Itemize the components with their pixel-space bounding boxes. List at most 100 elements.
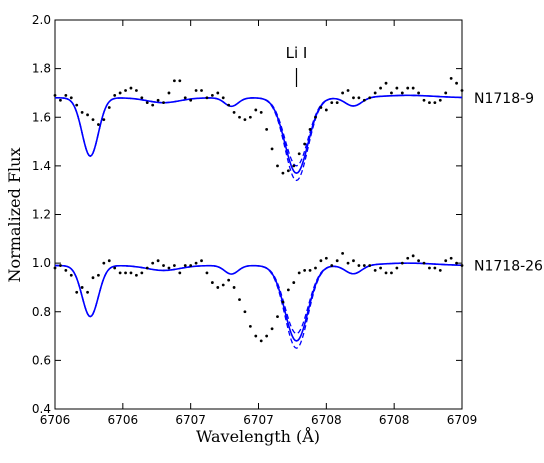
data-point xyxy=(102,261,106,265)
data-point xyxy=(390,271,393,275)
data-point xyxy=(205,96,209,100)
data-point xyxy=(395,86,399,90)
data-point xyxy=(232,110,236,114)
data-point xyxy=(64,93,68,97)
data-point xyxy=(346,89,350,92)
data-point xyxy=(384,271,388,275)
data-point xyxy=(248,324,252,328)
plot-frame xyxy=(54,19,463,410)
x-tick-label: 6708 xyxy=(379,413,410,427)
data-point xyxy=(135,89,138,92)
data-point xyxy=(449,256,453,260)
data-point xyxy=(400,261,404,265)
data-point xyxy=(428,101,431,105)
data-point xyxy=(368,264,372,267)
data-point xyxy=(379,86,382,90)
data-point xyxy=(113,266,117,270)
data-point xyxy=(379,266,382,270)
data-point xyxy=(167,266,171,270)
data-point xyxy=(97,123,100,126)
data-point xyxy=(308,128,312,131)
data-point xyxy=(178,79,182,83)
data-point xyxy=(172,79,176,83)
series-layer xyxy=(53,76,464,349)
data-point xyxy=(400,91,404,95)
data-point xyxy=(324,108,328,112)
model-alt-line-0-1 xyxy=(54,94,463,182)
data-point xyxy=(357,96,361,100)
data-point xyxy=(75,103,79,107)
data-point xyxy=(238,298,241,301)
data-point xyxy=(221,96,225,100)
data-point xyxy=(118,91,122,95)
data-point xyxy=(156,259,160,263)
model-line-1 xyxy=(55,262,463,342)
data-point xyxy=(86,290,89,294)
data-point xyxy=(406,256,410,260)
data-point xyxy=(308,269,312,272)
data-point xyxy=(259,339,263,343)
data-point xyxy=(433,266,437,270)
data-point xyxy=(129,86,133,90)
data-point xyxy=(438,98,442,102)
data-point xyxy=(254,334,258,338)
data-point xyxy=(232,286,236,289)
data-point xyxy=(91,276,95,280)
data-point xyxy=(417,259,420,263)
data-point xyxy=(438,269,442,272)
y-tick-label: 1.2 xyxy=(32,208,51,222)
data-point xyxy=(75,290,79,294)
data-point xyxy=(200,89,203,92)
data-point xyxy=(449,76,453,80)
data-point xyxy=(444,91,448,95)
data-point xyxy=(362,98,366,102)
data-point xyxy=(210,281,214,284)
data-point xyxy=(411,254,415,258)
data-point xyxy=(248,115,252,119)
x-tick-label: 6708 xyxy=(311,413,342,427)
data-point xyxy=(254,108,258,112)
data-point xyxy=(455,81,458,85)
model-line-0 xyxy=(54,94,463,175)
data-point xyxy=(91,118,95,122)
data-point xyxy=(129,271,133,275)
data-point xyxy=(53,93,57,97)
data-point xyxy=(422,261,426,265)
data-point xyxy=(194,261,198,265)
data-point xyxy=(210,93,214,97)
data-point xyxy=(221,283,225,287)
x-tick-label: 6707 xyxy=(243,413,274,427)
data-point xyxy=(69,96,73,100)
model-alt-line-1-1 xyxy=(55,262,463,349)
y-tick-label: 1.4 xyxy=(32,159,51,173)
y-tick-label: 1.0 xyxy=(32,256,51,270)
data-point xyxy=(281,171,285,175)
data-point xyxy=(227,103,231,107)
data-point xyxy=(124,89,127,92)
data-point xyxy=(352,259,355,263)
data-point xyxy=(172,264,176,267)
data-point xyxy=(297,152,301,156)
data-point xyxy=(281,300,285,304)
data-point xyxy=(118,271,122,275)
x-tick-label: 6707 xyxy=(175,413,206,427)
data-point xyxy=(183,264,187,267)
star-label-1: N1718-26 xyxy=(474,259,543,275)
data-point xyxy=(384,81,388,85)
data-point xyxy=(107,106,111,109)
data-point xyxy=(417,91,420,95)
data-point xyxy=(259,110,263,114)
data-point xyxy=(135,273,138,277)
data-point xyxy=(422,98,426,102)
data-point xyxy=(59,264,62,267)
data-point xyxy=(265,128,269,131)
data-point xyxy=(341,91,345,95)
model-alt-line-1-0 xyxy=(55,262,463,335)
data-point xyxy=(319,106,323,109)
x-tick-label: 6706 xyxy=(40,413,71,427)
data-point xyxy=(357,264,361,267)
line-id-label: Li I xyxy=(286,44,308,62)
data-point xyxy=(335,259,339,263)
data-point xyxy=(395,266,399,270)
data-point xyxy=(113,93,117,97)
